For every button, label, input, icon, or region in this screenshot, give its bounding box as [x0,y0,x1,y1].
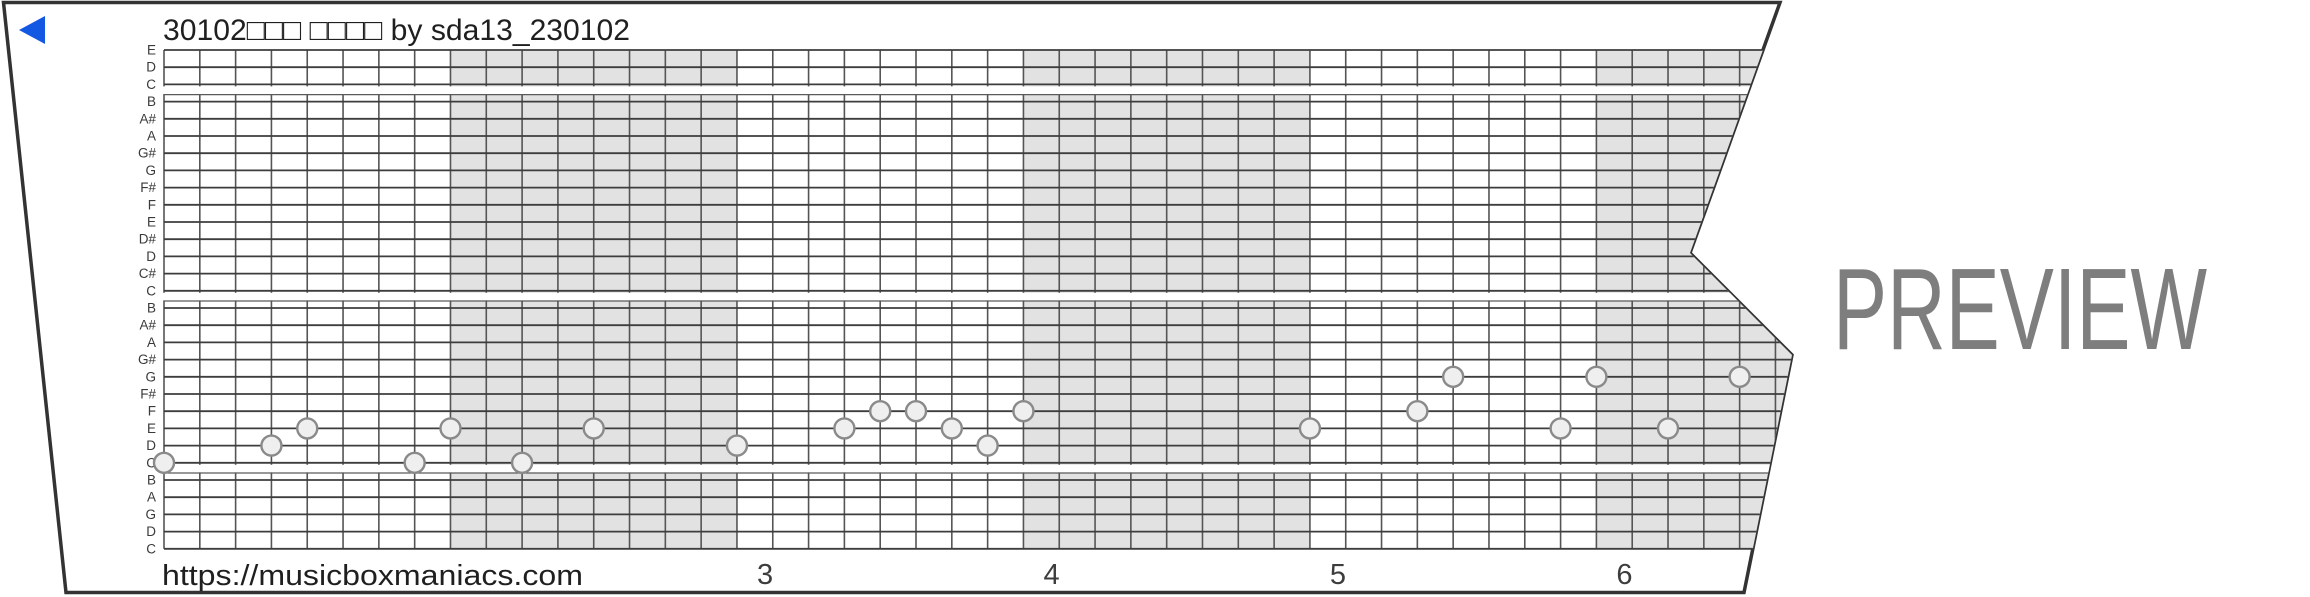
note-name-label: C [146,283,156,298]
note-pin-e5 [940,417,964,440]
note-name-label: C# [139,266,157,281]
note-pin-f5 [1406,400,1429,423]
measure-number: 6 [1616,559,1632,591]
note-name-label: F [148,404,156,419]
note-name-label: G [145,163,156,178]
note-name-label: C [146,77,156,92]
note-pin-e5 [833,417,856,440]
note-name-label: D [146,249,156,264]
note-pin-c5 [403,451,426,474]
measure-number: 4 [1043,559,1059,591]
note-name-label: G# [138,352,157,367]
octave-gap [163,292,1792,301]
note-pin-e5 [582,417,605,440]
note-name-label: A [147,335,156,350]
note-pin-g5 [1585,365,1608,388]
note-name-label: D [146,60,156,75]
note-pin-e5 [439,417,462,440]
note-name-label: G [145,369,156,384]
octave-gap [163,86,1792,94]
note-name-label: B [147,473,156,488]
note-pin-c5 [510,451,534,474]
note-pin-g5 [1728,365,1751,388]
measure-number: 5 [1330,559,1346,591]
site-url: https://musicboxmaniacs.com [162,560,583,592]
preview-watermark: PREVIEW [1833,244,2207,374]
note-name-label: G# [138,146,157,161]
note-pin-d5 [260,434,283,457]
measure-numbers: 3 4 5 6 [757,559,1633,591]
note-pin-f5 [1012,400,1035,423]
note-pin-e5 [296,417,319,440]
note-pin-g5 [1441,365,1465,388]
note-name-label: A# [139,111,156,126]
octave-gap [163,464,1792,473]
note-name-label: D [146,524,156,539]
note-name-label: A [147,490,156,505]
note-pin-e5 [1549,417,1572,440]
note-name-label: C [146,541,156,556]
note-name-label: E [147,421,156,436]
note-pin-e5 [1298,417,1322,440]
note-pin-e5 [1656,417,1680,440]
note-name-label: B [147,301,156,316]
note-name-label: B [147,94,156,109]
note-pin-d5 [725,434,749,457]
note-name-label: D [146,438,156,453]
note-name-label: E [147,215,156,230]
note-name-label: E [147,43,156,58]
note-name-label: G [145,507,156,522]
note-pin-c5 [152,451,176,474]
note-name-label: F [148,197,156,212]
note-pin-f5 [869,400,892,423]
note-name-label: A [147,129,156,144]
note-name-label: C [146,455,156,470]
note-pin-f5 [904,400,928,423]
note-name-label: F# [140,387,156,402]
back-triangle-icon[interactable] [19,16,45,44]
note-name-label: A# [139,318,156,333]
note-pin-d5 [976,434,999,457]
strip-title: 30102□□□ □□□□ by sda13_230102 [163,14,630,47]
note-name-label: D# [139,232,157,247]
measure-number: 3 [757,559,773,591]
note-name-label: F# [140,180,156,195]
